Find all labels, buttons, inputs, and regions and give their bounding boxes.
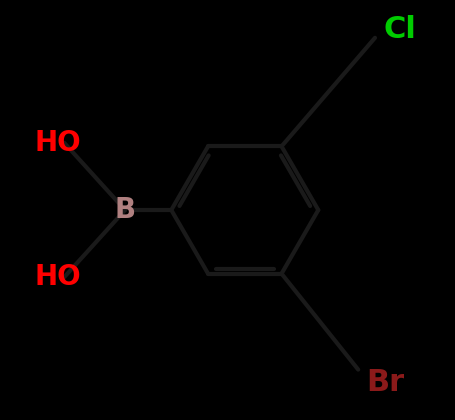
Text: Cl: Cl — [383, 15, 415, 44]
Text: HO: HO — [35, 129, 81, 157]
Text: HO: HO — [35, 263, 81, 291]
Text: Br: Br — [366, 368, 404, 397]
Text: B: B — [114, 196, 136, 224]
